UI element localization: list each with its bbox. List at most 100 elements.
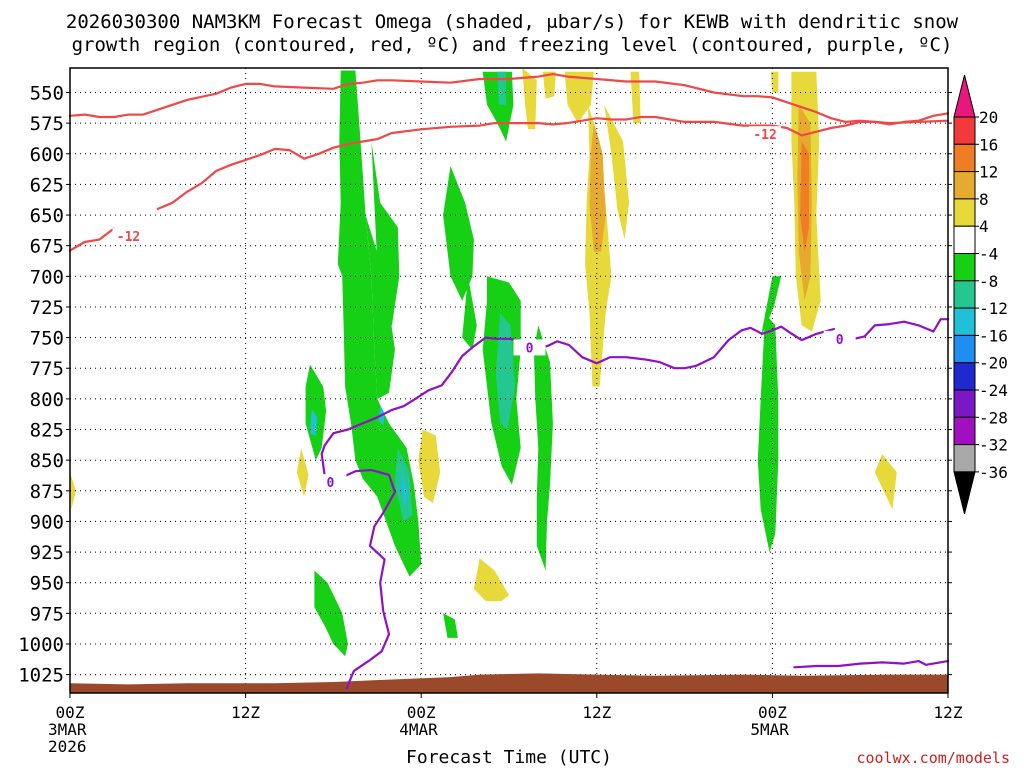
colorbar-label: 8 [979,190,989,209]
omega-region--8 [533,325,553,571]
colorbar-label: -8 [979,272,998,291]
omega-region--12 [495,313,515,430]
x-tick-label: 12Z [582,703,611,722]
omega-region-4 [770,71,779,93]
contour-label: 0 [327,476,335,491]
contour-label-bg [823,330,856,347]
colorbar-label: 20 [979,108,998,127]
omega-region-4 [418,429,441,503]
colorbar-label: -16 [979,326,1008,345]
omega-region--8 [305,364,327,461]
colorbar-swatch [953,253,976,282]
omega-region--8 [443,166,474,301]
contour-label: 0 [526,341,534,356]
terrain-fill [70,673,948,693]
omega-region--16 [400,472,408,507]
colorbar-label: -32 [979,436,1008,455]
y-tick-label: 625 [30,174,64,196]
colorbar-label: -28 [979,408,1008,427]
y-tick-label: 700 [30,266,64,288]
contour-minus12: -12 -12 [68,72,950,252]
colorbar-label: 4 [979,217,989,236]
contour-label: -12 [117,230,140,245]
x-tick-label: 00Z [407,703,436,722]
x-tick-label: 12Z [231,703,260,722]
y-tick-label: 825 [30,420,64,442]
temperature-contours: -12 -12 0 0 0 [68,72,950,690]
omega-region-4 [542,71,556,99]
colorbar-swatch [953,225,976,254]
y-tick-label: 675 [30,236,64,258]
credit-text: coolwx.com/models [856,749,1010,767]
contour-label-bg [112,227,145,244]
contour-line-3 [333,468,396,690]
omega-region-4 [604,104,629,240]
omega-region--8 [337,70,422,577]
contour-line-2 [156,115,950,210]
omega-region-4 [70,472,76,510]
x-tick-date: 3MAR [48,720,87,739]
y-tick-label: 925 [30,542,64,564]
colorbar-swatch [953,280,976,309]
omega-region-4 [874,454,897,510]
colorbar-swatch [953,362,976,391]
x-axis-label: Forecast Time (UTC) [406,747,612,768]
omega-region--8 [314,570,348,657]
colorbar-label: -12 [979,299,1008,318]
x-tick-date: 5MAR [750,720,789,739]
colorbar-swatch [953,307,976,336]
colorbar-label: -36 [979,463,1008,482]
plot-border [69,67,949,694]
colorbar-label: -4 [979,245,998,264]
contour-line-0 [68,72,950,126]
colorbar-label: -24 [979,381,1008,400]
x-tick-date: 4MAR [399,720,438,739]
chart-title-line-2: growth region (contoured, red, ºC) and f… [72,34,953,56]
terrain [70,673,948,693]
y-tick-label: 750 [30,328,64,350]
contour-label-bg [314,474,347,491]
contour-line-2 [847,318,950,342]
omega-region-4 [522,68,537,130]
colorbar-label: -20 [979,354,1008,373]
omega-region--16 [310,408,318,436]
y-tick-label: 900 [30,511,64,533]
y-tick-label: 975 [30,603,64,625]
colorbar-bottom-arrow [953,471,976,515]
omega-region-12 [800,141,809,252]
y-tick-label: 725 [30,297,64,319]
colorbar-swatch [953,334,976,364]
omega-region--8 [757,313,779,553]
omega-shading [70,68,897,657]
colorbar-swatch [953,171,976,200]
omega-region--8 [371,141,400,326]
colorbar-swatch [953,143,976,173]
colorbar-swatch [953,116,976,145]
y-tick-label: 800 [30,389,64,411]
contour-line-0 [320,336,530,476]
x-tick-year: 2026 [48,737,87,756]
contour-freezing-level: 0 0 0 [314,318,950,690]
y-tick-label: 775 [30,358,64,380]
contour-label: -12 [753,128,776,143]
omega-region-8 [589,123,606,252]
x-tick-label: 00Z [56,703,85,722]
omega-region--12 [497,71,507,105]
y-tick-label: 950 [30,573,64,595]
y-tick-label: 600 [30,144,64,166]
omega-region-4 [296,447,309,497]
y-tick-label: 550 [30,83,64,105]
contour-label-bg [513,339,546,356]
colorbar-label: 16 [979,135,998,154]
y-tick-label: 1025 [18,665,64,687]
colorbar-swatch [953,444,976,473]
omega-region-4 [473,558,509,602]
y-tick-label: 875 [30,481,64,503]
colorbar-swatch [953,198,976,227]
colorbar-label: 12 [979,163,998,182]
contour-line-4 [793,659,950,669]
y-tick-label: 575 [30,113,64,135]
contour-line-1 [68,227,116,252]
